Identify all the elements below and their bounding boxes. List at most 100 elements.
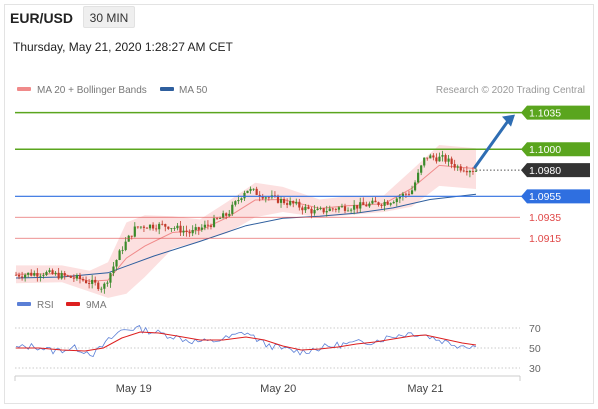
candle	[240, 197, 243, 203]
candle	[209, 223, 213, 230]
candle	[115, 259, 118, 271]
candle	[368, 201, 371, 208]
time-axis-label: May 21	[407, 383, 443, 395]
candle	[429, 153, 432, 159]
candle	[88, 279, 91, 289]
candle	[112, 261, 115, 277]
candle	[179, 221, 182, 236]
candle	[261, 193, 264, 201]
candle	[349, 208, 353, 213]
candle	[48, 267, 51, 274]
ma50-line	[15, 193, 477, 279]
candle	[109, 272, 112, 288]
candle	[295, 198, 298, 206]
candle	[435, 153, 438, 164]
candle	[124, 237, 127, 252]
ma50-legend-swatch	[160, 87, 174, 91]
level-label-pivot: 1.0955	[529, 191, 561, 203]
candle	[81, 276, 85, 282]
candle	[142, 225, 146, 232]
9ma-legend-swatch	[66, 302, 80, 306]
source-credit: Research © 2020 Trading Central	[436, 85, 585, 96]
time-axis-label: May 20	[260, 383, 296, 395]
candle	[57, 267, 60, 280]
candle	[36, 268, 39, 282]
candle	[438, 152, 441, 162]
candle	[337, 206, 341, 213]
candle	[289, 197, 292, 207]
candle	[380, 203, 383, 209]
candle	[63, 270, 66, 280]
candle	[377, 201, 380, 207]
candle	[279, 195, 283, 208]
candle	[383, 199, 386, 211]
candle	[325, 205, 328, 217]
candle	[194, 223, 197, 235]
candle	[78, 272, 82, 284]
level-label-support: 1.0935	[529, 212, 561, 224]
candle	[188, 229, 191, 237]
candle	[413, 180, 417, 192]
candle	[426, 157, 429, 161]
candle	[292, 200, 295, 208]
symbol-title: EUR/USD	[10, 10, 74, 26]
candle	[30, 269, 33, 277]
candle	[343, 203, 347, 214]
candle	[301, 205, 304, 215]
candle	[69, 275, 72, 279]
candle	[158, 222, 161, 235]
candle	[51, 268, 54, 275]
candle	[310, 206, 313, 219]
candle	[447, 154, 450, 167]
candle	[450, 156, 453, 169]
rsi-9ma-line	[16, 331, 477, 352]
candle	[155, 224, 158, 232]
candle	[17, 272, 21, 280]
rsi-tick-label: 50	[529, 343, 541, 355]
candle	[392, 200, 395, 204]
candle	[84, 276, 88, 284]
target-arrow-shaft	[473, 118, 511, 169]
rsi-tick-label: 70	[529, 323, 541, 335]
candle	[225, 212, 228, 220]
rsi-legend-swatch	[17, 302, 31, 306]
candle	[313, 205, 316, 216]
candle	[255, 186, 258, 196]
candle	[121, 246, 124, 255]
candle	[307, 204, 310, 210]
candle	[66, 274, 69, 277]
candle	[319, 206, 322, 211]
9ma-legend-label: 9MA	[86, 300, 107, 311]
candle	[136, 226, 139, 229]
candle	[215, 217, 219, 220]
candle	[206, 220, 210, 230]
candle	[20, 271, 24, 281]
candle	[231, 201, 234, 216]
candle	[130, 235, 133, 240]
level-label-resistance: 1.1000	[529, 144, 561, 156]
candle	[45, 270, 48, 276]
candle	[24, 273, 27, 282]
ma20-bollinger-legend-label: MA 20 + Bollinger Bands	[37, 85, 147, 96]
candle	[103, 282, 106, 294]
candle	[118, 249, 121, 261]
candle	[389, 202, 392, 207]
candle	[203, 220, 206, 231]
candle	[145, 226, 149, 229]
rsi-line	[15, 324, 477, 357]
candle	[374, 197, 377, 203]
candle	[60, 270, 63, 280]
candle	[441, 150, 444, 162]
level-label-resistance: 1.1035	[529, 107, 561, 119]
candle	[432, 153, 435, 161]
candle	[167, 226, 170, 230]
candle	[94, 276, 97, 286]
candle	[97, 280, 100, 291]
candle	[365, 201, 368, 207]
main-legend: MA 20 + Bollinger Bands MA 50 Research ©…	[17, 85, 585, 96]
candle	[465, 165, 468, 176]
candle	[328, 205, 331, 212]
candle	[133, 222, 136, 238]
candle	[407, 190, 411, 197]
timeframe-button[interactable]: 30 MIN	[83, 6, 135, 28]
